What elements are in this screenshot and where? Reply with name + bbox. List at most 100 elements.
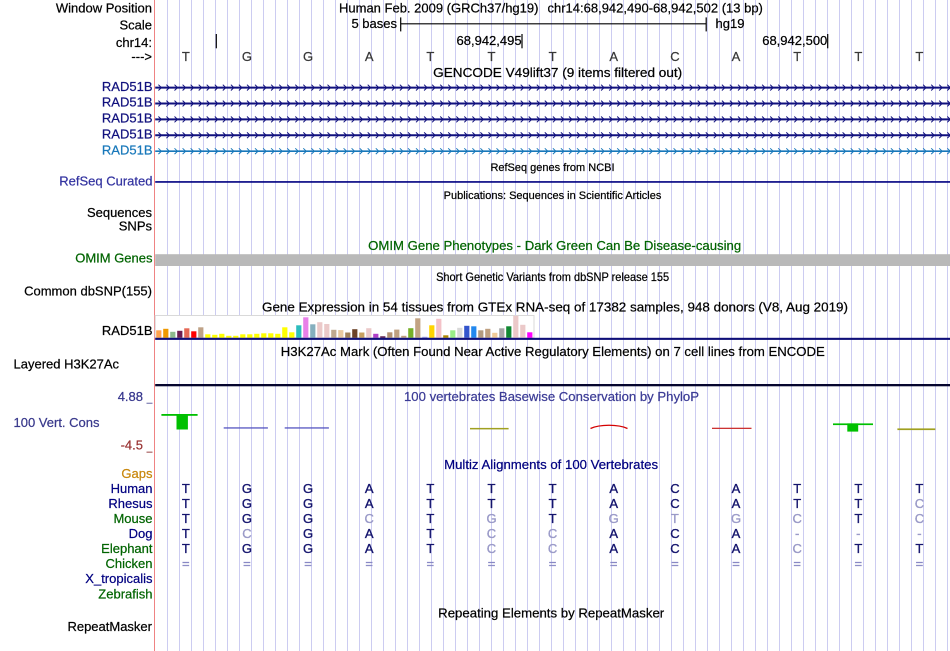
svg-text:G: G: [486, 511, 496, 526]
svg-text:T: T: [854, 511, 862, 526]
svg-text:T: T: [182, 49, 190, 64]
svg-text:T: T: [854, 541, 862, 556]
svg-text:T: T: [915, 481, 923, 496]
svg-text:OMIM Genes: OMIM Genes: [75, 250, 153, 265]
svg-text:Short Genetic Variants from db: Short Genetic Variants from dbSNP releas…: [436, 270, 669, 284]
svg-text:G: G: [303, 481, 313, 496]
svg-text:RAD51B: RAD51B: [102, 127, 153, 142]
svg-text:T: T: [854, 496, 862, 511]
svg-text:Rhesus: Rhesus: [108, 496, 153, 511]
svg-text:T: T: [426, 496, 434, 511]
svg-text:C: C: [548, 526, 557, 541]
svg-text:=: =: [549, 556, 557, 571]
svg-text:Gene Expression in 54 tissues: Gene Expression in 54 tissues from GTEx …: [262, 300, 848, 315]
svg-text:G: G: [303, 49, 313, 64]
svg-text:=: =: [732, 556, 740, 571]
svg-text:G: G: [242, 481, 252, 496]
svg-text:-4.5: -4.5: [121, 438, 143, 453]
svg-text:T: T: [182, 496, 190, 511]
svg-text:T: T: [549, 49, 557, 64]
svg-text:G: G: [609, 511, 619, 526]
svg-text:C: C: [487, 541, 496, 556]
svg-text:T: T: [854, 49, 862, 64]
svg-text:A: A: [732, 541, 741, 556]
svg-text:Multiz Alignments of 100 Verte: Multiz Alignments of 100 Vertebrates: [444, 457, 658, 472]
svg-text:A: A: [365, 541, 374, 556]
svg-text:A: A: [365, 496, 374, 511]
svg-text:C: C: [548, 541, 557, 556]
svg-text:Gaps: Gaps: [121, 466, 153, 481]
svg-text:OMIM Gene Phenotypes - Dark Gr: OMIM Gene Phenotypes - Dark Green Can Be…: [368, 238, 741, 253]
svg-text:--->: --->: [131, 49, 152, 64]
svg-text:C: C: [487, 526, 496, 541]
svg-text:C: C: [670, 526, 679, 541]
svg-text:Sequences: Sequences: [87, 205, 153, 220]
svg-text:C: C: [915, 496, 924, 511]
svg-text:G: G: [303, 496, 313, 511]
svg-text:T: T: [915, 49, 923, 64]
svg-text:C: C: [670, 541, 679, 556]
svg-text:T: T: [426, 481, 434, 496]
svg-text:Repeating Elements by RepeatMa: Repeating Elements by RepeatMasker: [438, 606, 665, 621]
svg-text:A: A: [365, 526, 374, 541]
svg-text:Human: Human: [111, 481, 153, 496]
svg-text:4.88: 4.88: [118, 389, 143, 404]
svg-text:T: T: [793, 496, 801, 511]
svg-text:G: G: [242, 496, 252, 511]
svg-text:GENCODE V49lift37 (9 items fil: GENCODE V49lift37 (9 items filtered out): [433, 65, 682, 80]
svg-text:X_tropicalis: X_tropicalis: [85, 571, 153, 586]
svg-text:100 vertebrates Basewise Conse: 100 vertebrates Basewise Conservation by…: [404, 389, 699, 404]
svg-text:RAD51B: RAD51B: [102, 111, 153, 126]
svg-text:A: A: [732, 49, 741, 64]
svg-text:chr14:: chr14:: [116, 35, 152, 50]
svg-text:T: T: [182, 481, 190, 496]
svg-text:RAD51B: RAD51B: [102, 79, 153, 94]
svg-text:A: A: [609, 49, 618, 64]
svg-text:=: =: [488, 556, 496, 571]
svg-text:A: A: [732, 481, 741, 496]
svg-text:T: T: [488, 496, 496, 511]
svg-text:RAD51B: RAD51B: [102, 95, 153, 110]
svg-text:Layered H3K27Ac: Layered H3K27Ac: [14, 357, 120, 372]
svg-text:=: =: [793, 556, 801, 571]
svg-text:C: C: [670, 49, 679, 64]
svg-text:T: T: [549, 496, 557, 511]
svg-text:A: A: [365, 49, 374, 64]
svg-text:Mouse: Mouse: [113, 511, 152, 526]
svg-text:Dog: Dog: [129, 526, 153, 541]
svg-text:Common dbSNP(155): Common dbSNP(155): [24, 284, 152, 299]
svg-text:G: G: [303, 526, 313, 541]
svg-text:hg19: hg19: [716, 16, 745, 31]
svg-text:5 bases: 5 bases: [351, 16, 397, 31]
svg-text:=: =: [610, 556, 618, 571]
svg-text:A: A: [609, 526, 618, 541]
svg-text:T: T: [488, 49, 496, 64]
svg-text:=: =: [243, 556, 251, 571]
svg-text:=: =: [855, 556, 863, 571]
svg-text:G: G: [731, 511, 741, 526]
svg-text:T: T: [426, 541, 434, 556]
svg-text:T: T: [182, 511, 190, 526]
svg-text:G: G: [303, 511, 313, 526]
svg-text:Window Position: Window Position: [56, 1, 152, 16]
svg-text:Publications: Sequences in Sci: Publications: Sequences in Scientific Ar…: [444, 190, 662, 202]
svg-text:=: =: [671, 556, 679, 571]
svg-text:68,942,495: 68,942,495: [457, 33, 522, 48]
svg-text:Human Feb. 2009 (GRCh37/hg19): Human Feb. 2009 (GRCh37/hg19): [339, 1, 538, 16]
svg-text:T: T: [793, 49, 801, 64]
svg-text:A: A: [609, 481, 618, 496]
svg-text:-: -: [917, 526, 921, 541]
svg-text:T: T: [488, 481, 496, 496]
svg-text:RAD51B: RAD51B: [102, 323, 153, 338]
svg-text:C: C: [670, 496, 679, 511]
svg-text:T: T: [426, 49, 434, 64]
svg-text:T: T: [549, 481, 557, 496]
svg-text:Scale: Scale: [119, 18, 152, 33]
svg-text:Elephant: Elephant: [101, 541, 153, 556]
svg-text:RefSeq Curated: RefSeq Curated: [59, 173, 152, 188]
svg-text:A: A: [609, 541, 618, 556]
svg-text:T: T: [793, 481, 801, 496]
svg-text:T: T: [182, 526, 190, 541]
svg-text:G: G: [242, 511, 252, 526]
svg-text:Zebrafish: Zebrafish: [98, 586, 152, 601]
